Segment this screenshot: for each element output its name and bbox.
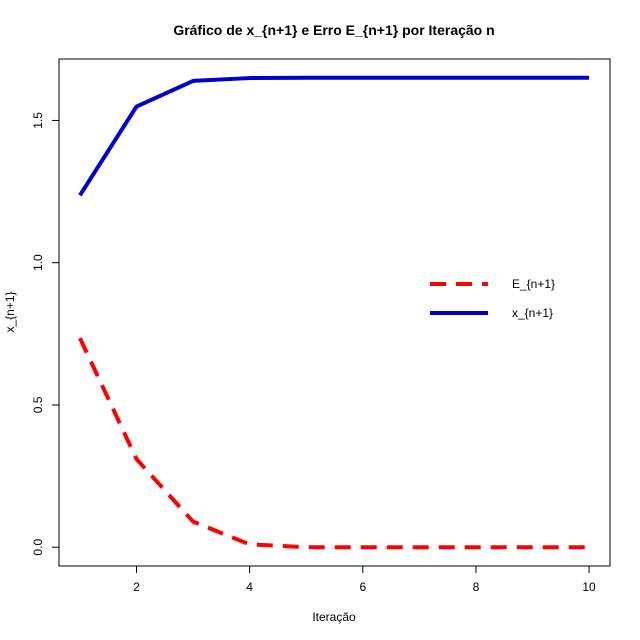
y-tick-label: 0.5 bbox=[31, 396, 45, 413]
series-line-error bbox=[78, 337, 590, 550]
y-tick-label: 1.0 bbox=[31, 254, 45, 271]
chart-title: Gráfico de x_{n+1} e Erro E_{n+1} por It… bbox=[173, 22, 494, 38]
x-tick-label: 10 bbox=[582, 580, 596, 594]
x-axis-title: Iteração bbox=[312, 610, 356, 624]
x-tick-label: 6 bbox=[359, 580, 366, 594]
x-axis: 2 4 6 8 10 bbox=[133, 566, 596, 594]
y-axis: 0.0 0.5 1.0 1.5 bbox=[31, 112, 59, 556]
series-line-x bbox=[78, 75, 590, 197]
y-tick-label: 1.5 bbox=[31, 112, 45, 129]
y-tick-label: 0.0 bbox=[31, 539, 45, 556]
series-layer bbox=[78, 75, 590, 550]
plot-frame bbox=[58, 58, 611, 567]
x-tick-label: 8 bbox=[473, 580, 480, 594]
legend-label: x_{n+1} bbox=[512, 306, 553, 320]
legend: E_{n+1} x_{n+1} bbox=[430, 277, 555, 320]
x-tick-label: 2 bbox=[133, 580, 140, 594]
y-axis-title: x_{n+1} bbox=[3, 291, 17, 332]
legend-label: E_{n+1} bbox=[512, 277, 555, 291]
x-tick-label: 4 bbox=[246, 580, 253, 594]
